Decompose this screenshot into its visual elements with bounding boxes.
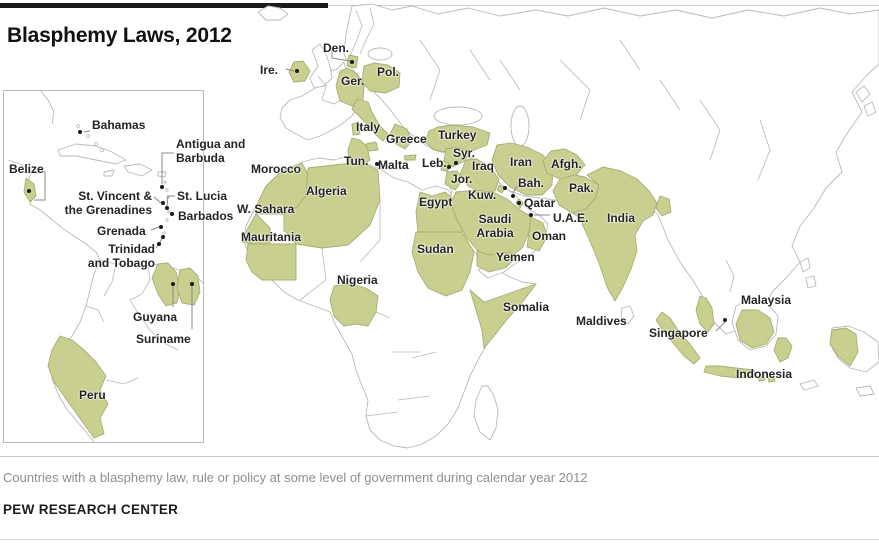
country-marker bbox=[350, 60, 354, 64]
world-map-svg bbox=[3, 3, 879, 449]
map-label-mauritania: Mauritania bbox=[241, 230, 302, 244]
page-title: Blasphemy Laws, 2012 bbox=[7, 24, 232, 47]
map-label-jor: Jor. bbox=[451, 172, 473, 186]
country-marker bbox=[161, 201, 165, 205]
country-marker bbox=[454, 161, 458, 165]
country-marker bbox=[511, 194, 515, 198]
country-marker bbox=[171, 282, 175, 286]
leader-lines bbox=[22, 50, 726, 332]
map-label-somalia: Somalia bbox=[503, 300, 550, 314]
country-marker bbox=[165, 206, 169, 210]
map-label-peru: Peru bbox=[79, 388, 106, 402]
top-hairline bbox=[0, 5, 879, 6]
map-label-pak: Pak. bbox=[569, 181, 594, 195]
map-label-oman: Oman bbox=[532, 229, 567, 243]
map-label-syr: Syr. bbox=[453, 146, 476, 160]
country-marker bbox=[529, 213, 533, 217]
country-marker bbox=[190, 282, 194, 286]
country-marker bbox=[295, 69, 299, 73]
bottom-hairline bbox=[0, 539, 879, 540]
world-map: Bahamas Antigua and Barbuda Belize St. Vinc… bbox=[3, 3, 879, 449]
map-label-sudan: Sudan bbox=[417, 242, 454, 256]
map-caption: Countries with a blasphemy law, rule or … bbox=[3, 470, 588, 485]
map-label-trinidad: Trinidad and Tobago bbox=[87, 242, 155, 271]
country-marker bbox=[375, 162, 379, 166]
map-label-qatar: Qatar bbox=[524, 196, 556, 210]
map-label-egypt: Egypt bbox=[419, 195, 453, 209]
map-label-iran: Iran bbox=[510, 155, 533, 169]
country-marker bbox=[27, 189, 31, 193]
map-label-turkey: Turkey bbox=[438, 128, 477, 142]
footer-divider bbox=[0, 456, 879, 457]
map-label-yemen: Yemen bbox=[496, 250, 535, 264]
map-label-st-vincent: St. Vincent & the Grenadines bbox=[64, 189, 152, 218]
map-label-singapore: Singapore bbox=[649, 326, 708, 340]
map-label-grenada: Grenada bbox=[97, 224, 146, 238]
map-label-suriname: Suriname bbox=[136, 332, 191, 346]
map-label-bah: Bah. bbox=[518, 176, 545, 190]
map-label-guyana: Guyana bbox=[133, 310, 178, 324]
country-marker bbox=[160, 185, 164, 189]
top-black-bar bbox=[0, 3, 328, 8]
country-marker bbox=[157, 242, 161, 246]
map-label-kuw: Kuw. bbox=[468, 188, 497, 202]
map-label-iraq: Iraq bbox=[472, 159, 495, 173]
country-marker bbox=[170, 212, 174, 216]
map-label-maldives: Maldives bbox=[576, 314, 627, 328]
country-marker bbox=[517, 201, 521, 205]
map-label-algeria: Algeria bbox=[306, 184, 347, 198]
map-label-leb: Leb. bbox=[422, 156, 447, 170]
map-label-den: Den. bbox=[323, 41, 350, 55]
map-label-w-sahara: W. Sahara bbox=[237, 202, 295, 216]
map-label-bahamas: Bahamas bbox=[92, 118, 146, 132]
map-label-tun: Tun. bbox=[344, 154, 369, 168]
map-label-pol: Pol. bbox=[377, 65, 400, 79]
map-label-st-lucia: St. Lucia bbox=[177, 189, 228, 203]
map-label-saudi-arabia: Saudi Arabia bbox=[476, 212, 514, 241]
map-label-malta: Malta bbox=[378, 158, 409, 172]
map-label-india: India bbox=[607, 211, 636, 225]
map-label-malaysia: Malaysia bbox=[741, 293, 792, 307]
map-label-antigua: Antigua and Barbuda bbox=[176, 137, 246, 166]
country-marker bbox=[723, 318, 727, 322]
country-marker bbox=[447, 165, 451, 169]
map-label-greece: Greece bbox=[386, 132, 427, 146]
map-label-afgh: Afgh. bbox=[551, 157, 582, 171]
map-label-indonesia: Indonesia bbox=[736, 367, 793, 381]
map-label-ire: Ire. bbox=[260, 63, 279, 77]
country-marker bbox=[78, 130, 82, 134]
country-marker bbox=[503, 186, 507, 190]
map-label-nigeria: Nigeria bbox=[337, 273, 378, 287]
map-label-italy: Italy bbox=[356, 120, 381, 134]
map-label-ger: Ger. bbox=[341, 74, 365, 88]
map-label-morocco: Morocco bbox=[251, 162, 302, 176]
map-label-uae: U.A.E. bbox=[553, 211, 589, 225]
country-marker bbox=[159, 225, 163, 229]
source-credit: PEW RESEARCH CENTER bbox=[3, 502, 179, 517]
map-label-belize: Belize bbox=[9, 162, 44, 176]
country-marker bbox=[161, 235, 165, 239]
inset-box-border bbox=[3, 90, 204, 443]
map-label-barbados: Barbados bbox=[178, 209, 234, 223]
